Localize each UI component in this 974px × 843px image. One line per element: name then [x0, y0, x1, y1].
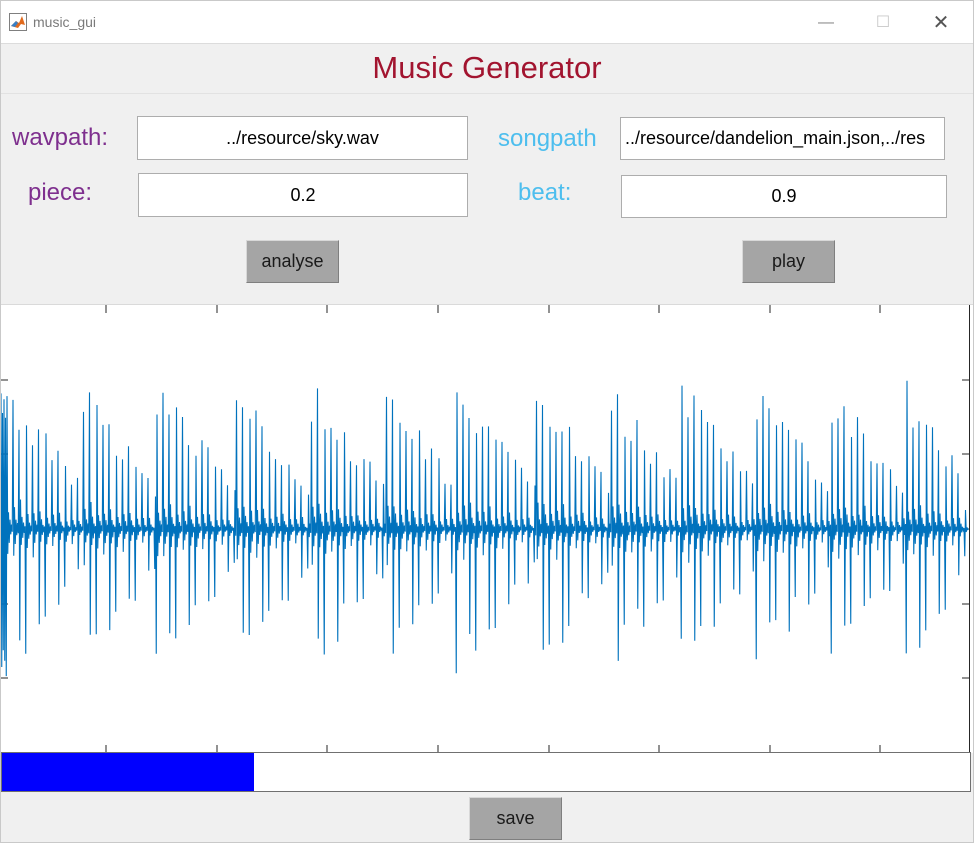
maximize-button[interactable]: ☐: [875, 14, 891, 31]
progress-bar: [1, 752, 971, 792]
window-title: music_gui: [33, 14, 97, 30]
page-title: Music Generator: [1, 45, 973, 94]
minimize-button[interactable]: —: [818, 14, 834, 31]
wavpath-label: wavpath:: [12, 124, 109, 151]
waveform-axes: [1, 304, 973, 753]
play-button[interactable]: play: [742, 240, 835, 283]
piece-input[interactable]: [138, 173, 468, 217]
waveform-plot: [1, 305, 970, 753]
matlab-icon: [9, 13, 27, 31]
progress-bar-fill: [2, 753, 254, 791]
songpath-label: songpath: [498, 125, 597, 152]
title-bar[interactable]: music_gui — ☐ ✕: [1, 1, 973, 44]
close-button[interactable]: ✕: [932, 12, 950, 34]
beat-label: beat:: [518, 179, 572, 206]
beat-input[interactable]: [621, 175, 947, 218]
piece-label: piece:: [28, 179, 93, 206]
wavpath-input[interactable]: [137, 116, 468, 160]
waveform-line: [1, 380, 969, 677]
save-button[interactable]: save: [469, 797, 562, 840]
analyse-button[interactable]: analyse: [246, 240, 339, 283]
songpath-input[interactable]: [620, 117, 945, 160]
